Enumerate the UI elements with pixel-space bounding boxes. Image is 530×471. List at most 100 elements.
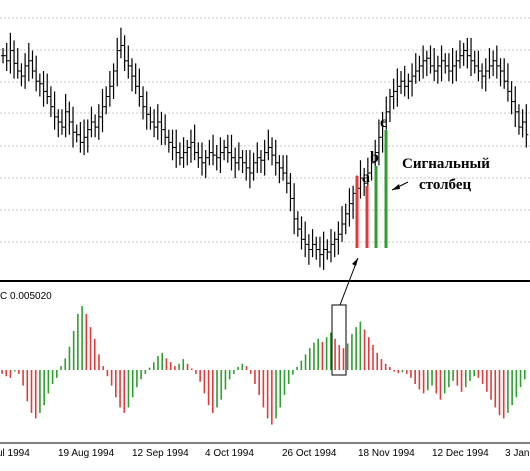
price-bar [203, 150, 208, 179]
price-bar [487, 48, 492, 79]
price-bar [402, 65, 407, 97]
price-bar [406, 73, 411, 100]
indicator-histogram [1, 306, 526, 425]
time-axis-labels: Jul 1994 19 Aug 1994 12 Sep 1994 4 Oct 1994… [0, 448, 529, 459]
price-bar [200, 142, 205, 176]
price-bar [340, 206, 345, 242]
price-grid [0, 17, 530, 243]
price-bar [170, 129, 175, 161]
price-bar [82, 119, 87, 156]
price-bar [454, 50, 459, 82]
price-bar [424, 50, 429, 77]
price-bar [391, 78, 396, 110]
signal-box [331, 304, 347, 376]
time-axis-label: 18 Nov 1994 [358, 448, 415, 459]
price-bar [399, 71, 404, 94]
price-bar [34, 55, 39, 92]
price-bar [78, 122, 83, 153]
price-bar [421, 45, 426, 79]
price-bar [317, 236, 322, 268]
price-bar [461, 42, 466, 66]
time-axis-label: 12 Dec 1994 [432, 448, 489, 459]
price-bar [351, 185, 356, 219]
price-bar [129, 58, 134, 92]
signal-pointer-line [339, 257, 359, 306]
price-bar [480, 63, 485, 89]
price-bar [85, 119, 90, 153]
price-bar [255, 142, 260, 173]
price-bar [48, 86, 53, 117]
price-bar [126, 45, 131, 79]
price-bar [133, 63, 138, 94]
price-bar [12, 40, 17, 79]
price-bar [494, 45, 499, 79]
price-bar [347, 188, 352, 227]
price-bar [122, 35, 127, 71]
price-bar [45, 73, 50, 105]
price-bar [214, 144, 219, 171]
signal-pointer-arrowhead [352, 258, 358, 266]
price-bar [111, 63, 116, 100]
price-bar [67, 101, 72, 135]
price-bar [30, 50, 35, 79]
price-bar [185, 139, 190, 166]
price-bar [358, 160, 363, 199]
price-bar [23, 53, 28, 89]
signal-text-arrowhead [392, 184, 400, 190]
price-bar [15, 48, 20, 79]
price-bar [89, 106, 94, 138]
price-bar [491, 50, 496, 77]
price-bar [450, 48, 455, 84]
price-bar [163, 114, 168, 145]
price-bar [376, 119, 381, 166]
price-bar [428, 45, 433, 74]
price-bar [472, 50, 477, 74]
price-bar [443, 53, 448, 74]
price-bar [281, 155, 286, 181]
price-bar [229, 134, 234, 171]
price-bar [524, 104, 529, 148]
price-bar [336, 221, 341, 255]
time-axis-label: 12 Sep 1994 [132, 448, 189, 459]
price-bar [236, 142, 241, 171]
price-bar [192, 124, 197, 161]
price-bar [306, 234, 311, 265]
price-bar [321, 231, 326, 270]
price-bar [207, 139, 212, 166]
label-c: c [380, 114, 387, 131]
price-bar [56, 109, 61, 138]
price-bar [225, 134, 230, 163]
time-axis-label: 19 Aug 1994 [58, 448, 115, 459]
price-bar [314, 236, 319, 260]
price-bar [303, 221, 308, 258]
price-bar [159, 111, 164, 145]
time-axis-label: 3 Jan [505, 448, 529, 459]
price-bar [137, 68, 142, 107]
price-bar [144, 91, 149, 130]
price-bar [295, 211, 300, 237]
price-bar [26, 42, 31, 82]
price-bar [292, 183, 297, 235]
signal-annotation: a b c Сигнальный столбец [331, 114, 490, 376]
price-bar [59, 109, 64, 135]
signal-text-line2: столбец [419, 177, 472, 193]
price-bar [520, 109, 525, 138]
label-a: a [362, 169, 370, 186]
price-bar [196, 142, 201, 168]
price-bar [395, 68, 400, 107]
price-bar [52, 91, 57, 130]
price-bar [100, 88, 105, 133]
price-bar [362, 167, 367, 196]
price-bar [509, 81, 514, 115]
price-bar [188, 129, 193, 163]
price-bar [4, 42, 9, 71]
price-bar [118, 27, 123, 59]
price-bar [505, 63, 510, 102]
label-b: b [370, 149, 379, 166]
price-bar [1, 48, 5, 64]
price-bar [148, 106, 153, 130]
price-bar [384, 96, 389, 130]
price-bar [483, 58, 488, 92]
